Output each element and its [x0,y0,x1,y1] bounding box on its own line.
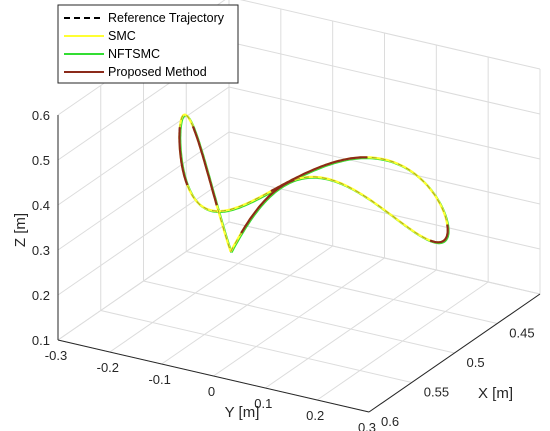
z-axis-label: Z [m] [12,213,29,247]
grid-line-back-z [228,86,541,160]
grid-line-back-z [228,41,541,115]
y-tick-label: 0.1 [254,396,272,411]
series-proposed-segment [191,125,218,206]
y-tick-label: 0 [208,384,215,399]
x-tick-label: 0.5 [467,355,485,370]
z-tick-label: 0.1 [32,333,50,348]
x-tick-label: 0.55 [424,385,449,400]
y-tick-label: 0.3 [358,420,376,431]
z-tick-label: 0.6 [32,108,50,123]
grid-line-floor-y [213,257,385,377]
y-axis-line [57,339,370,413]
series-proposed-segment [429,224,449,244]
z-tick-label: 0.2 [32,288,50,303]
tick-labels: -0.3 -0.2 -0.1 0 0.1 0.2 0.3 0.4 0.45 0.5 0.55 0.6 0… [32,108,535,431]
grid-line-side-z [57,176,230,296]
y-tick-label: 0.2 [306,408,324,423]
series-proposed-segment [240,178,295,234]
grid-line-floor-y [109,233,282,353]
legend-label-reference: Reference Trajectory [108,11,225,25]
series-nftsmc [179,114,450,254]
legend-label-proposed: Proposed Method [108,65,207,79]
grid-line-back-z [228,131,541,205]
legend-label-nftsmc: NFTSMC [108,47,160,61]
trajectory-curves [178,113,450,254]
grid-line-floor-y [316,281,489,401]
grid-line-floor-y [265,269,437,389]
x-tick-label: 0.6 [381,414,399,429]
y-tick-label: -0.2 [97,360,119,375]
y-tick-label: -0.3 [45,348,67,363]
legend-label-smc: SMC [108,29,136,43]
axes [57,115,541,413]
grid-line-back-z [239,0,541,70]
x-axis-label: X [m] [478,385,513,402]
series-proposed-segment [178,127,189,186]
grid-line-side-z [57,86,230,206]
z-tick-label: 0.5 [32,153,50,168]
x-tick-label: 0.45 [509,326,534,341]
y-axis-label: Y [m] [225,404,260,421]
x-axis-line [368,293,541,413]
legend: Reference Trajectory SMC NFTSMC Proposed… [57,4,239,84]
z-tick-label: 0.4 [32,198,50,213]
y-tick-label: -0.1 [148,372,170,387]
series-proposed-segment [270,156,368,193]
grid-line-floor-y [57,221,230,341]
grid-line-floor-y [161,245,333,365]
z-tick-label: 0.3 [32,243,50,258]
